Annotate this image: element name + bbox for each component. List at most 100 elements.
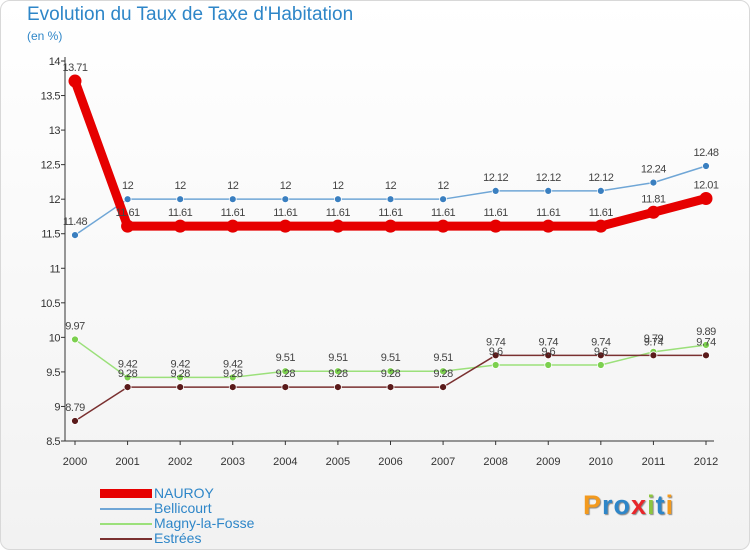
data-label-bellicourt: 12.12 [483, 172, 508, 184]
data-label-estrees: 9.74 [539, 336, 559, 348]
legend-item-bellicourt: Bellicourt [100, 501, 254, 516]
data-label-magny: 9.79 [644, 333, 664, 345]
x-tick-label: 2008 [483, 456, 507, 468]
x-tick-label: 2011 [642, 456, 666, 468]
legend-swatch-nauroy [100, 489, 152, 498]
data-label-nauroy: 11.61 [326, 207, 351, 219]
data-label-nauroy: 11.61 [221, 207, 246, 219]
data-label-estrees: 8.79 [65, 402, 85, 414]
legend-label-estrees: Estrées [154, 530, 202, 546]
data-point-bellicourt [439, 195, 447, 204]
data-label-nauroy: 11.61 [536, 207, 561, 219]
data-point-magny [228, 373, 237, 382]
data-label-bellicourt: 12 [227, 180, 239, 192]
y-tick-label: 12.5 [41, 160, 61, 172]
y-tick-label: 13 [49, 125, 61, 137]
data-point-magny [596, 361, 605, 369]
data-point-bellicourt [281, 195, 290, 204]
data-label-magny: 9.51 [328, 352, 348, 364]
data-point-estrees [386, 383, 395, 392]
data-point-nauroy [699, 191, 713, 205]
data-label-nauroy: 11.61 [589, 207, 614, 219]
data-point-estrees [544, 351, 553, 360]
data-label-nauroy: 12.01 [693, 179, 718, 191]
legend-swatch-estrees [100, 537, 152, 540]
data-label-magny: 9.89 [696, 326, 716, 338]
legend-label-nauroy: NAUROY [154, 485, 214, 501]
y-tick-label: 11.5 [41, 229, 60, 241]
data-label-bellicourt: 12 [437, 180, 449, 192]
data-label-estrees: 9.28 [223, 368, 243, 380]
x-tick-label: 2012 [694, 456, 718, 468]
data-label-magny: 9.6 [541, 346, 555, 358]
data-point-magny [281, 367, 290, 376]
data-label-magny: 9.42 [118, 358, 138, 370]
legend-swatch-magny [100, 522, 152, 525]
data-point-estrees [176, 383, 185, 392]
data-label-magny: 9.51 [433, 352, 453, 364]
y-tick-label: 12 [49, 194, 61, 206]
data-point-bellicourt [596, 186, 605, 195]
data-point-bellicourt [702, 162, 710, 170]
data-point-nauroy [173, 219, 187, 233]
data-point-magny [386, 367, 395, 376]
data-label-estrees: 9.74 [696, 336, 716, 348]
data-label-magny: 9.51 [276, 352, 296, 364]
data-point-bellicourt [544, 186, 553, 195]
data-point-estrees [71, 417, 79, 425]
legend-label-bellicourt: Bellicourt [154, 500, 212, 516]
legend-item-magny: Magny-la-Fosse [100, 516, 254, 531]
x-tick-label: 2001 [115, 456, 139, 468]
x-tick-label: 2006 [378, 456, 402, 468]
data-label-estrees: 9.28 [170, 368, 190, 380]
data-label-bellicourt: 12 [122, 180, 134, 192]
legend-label-magny: Magny-la-Fosse [154, 515, 255, 531]
data-point-bellicourt [334, 195, 342, 204]
data-point-nauroy [594, 219, 608, 233]
data-point-nauroy [489, 219, 503, 233]
data-point-estrees [702, 351, 710, 360]
data-label-bellicourt: 12.12 [536, 172, 561, 184]
data-point-estrees [439, 383, 447, 392]
x-tick-label: 2010 [589, 456, 613, 468]
y-tick-label: 10 [49, 332, 61, 344]
data-point-nauroy [436, 219, 450, 233]
chart-unit: (en %) [27, 29, 63, 43]
x-tick-label: 2003 [221, 456, 245, 468]
data-point-estrees [123, 383, 132, 392]
y-tick-label: 10.5 [41, 298, 61, 310]
x-tick-label: 2005 [326, 456, 350, 468]
data-point-estrees [228, 383, 237, 392]
data-label-bellicourt: 12 [332, 180, 344, 192]
data-label-magny: 9.6 [489, 346, 503, 358]
line-chart: 8.5 9 9.5 10 10.5 11 11.5 12 12.5 13 13.5 14 2000 200… [41, 56, 720, 468]
y-tick-label: 9.5 [46, 367, 60, 379]
data-label-bellicourt: 12 [175, 180, 187, 192]
data-label-magny: 9.6 [594, 346, 608, 358]
data-point-estrees [596, 351, 605, 360]
data-label-bellicourt: 11.48 [63, 216, 88, 228]
data-label-magny: 9.51 [381, 352, 401, 364]
proxiti-logo: Proxiti [583, 490, 675, 520]
data-point-bellicourt [386, 195, 395, 204]
x-tick-label: 2009 [536, 456, 560, 468]
data-point-nauroy [121, 219, 135, 233]
series-line-nauroy [70, 79, 708, 231]
data-point-bellicourt [176, 195, 185, 204]
y-tick-label: 11 [50, 263, 61, 275]
data-point-bellicourt [491, 186, 500, 195]
data-label-nauroy: 11.61 [168, 207, 193, 219]
x-tick-label: 2002 [168, 456, 192, 468]
data-label-estrees: 9.28 [276, 368, 296, 380]
data-label-estrees: 9.74 [486, 336, 506, 348]
data-label-magny: 9.97 [65, 320, 85, 332]
y-tick-label: 8.5 [46, 436, 60, 448]
data-label-nauroy: 11.61 [115, 207, 140, 219]
chart-title: Evolution du Taux de Taxe d'Habitation [27, 4, 354, 25]
data-point-estrees [334, 383, 342, 392]
data-point-bellicourt [71, 231, 79, 240]
data-label-estrees: 9.74 [591, 336, 611, 348]
data-label-bellicourt: 12.48 [693, 147, 718, 159]
data-point-magny [544, 361, 553, 369]
